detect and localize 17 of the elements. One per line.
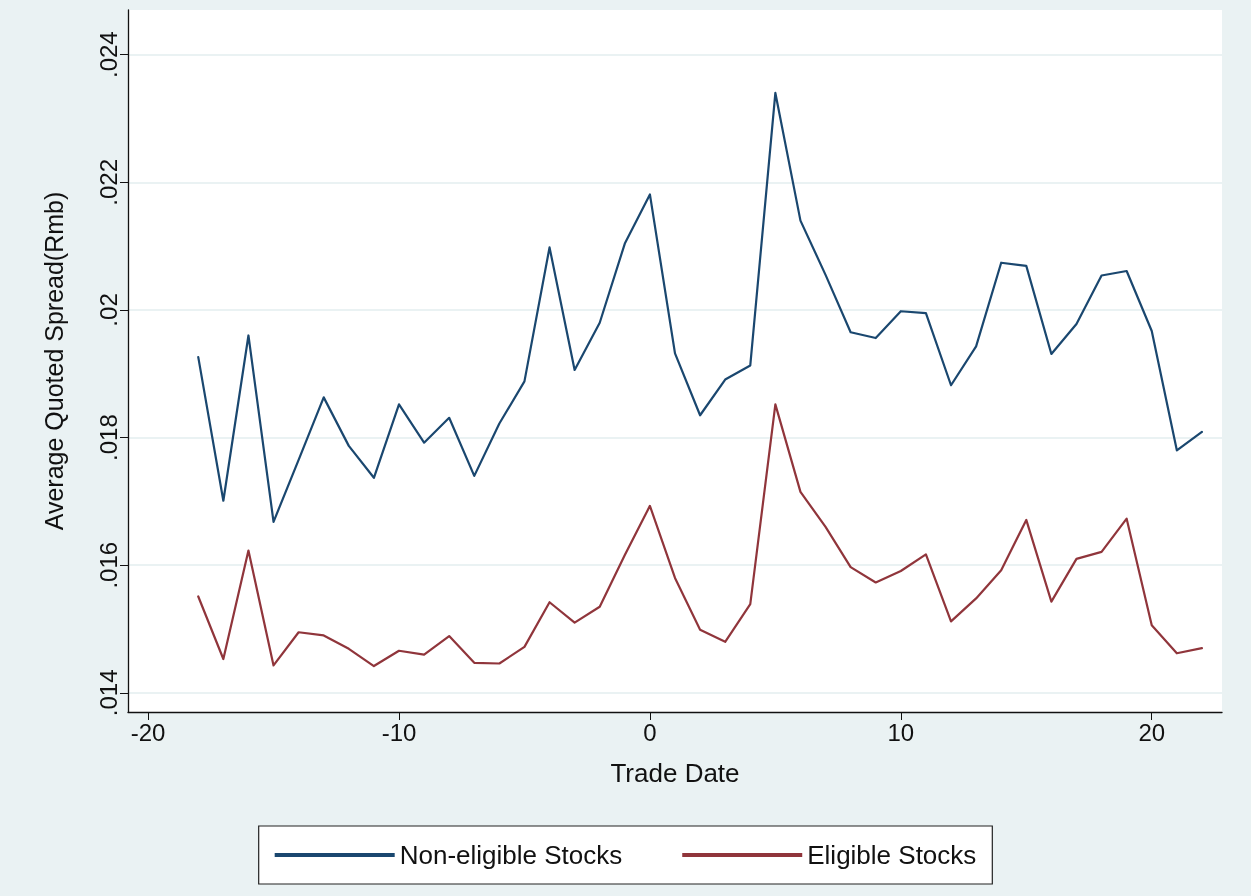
x-tick-label: -10 [381, 718, 417, 746]
x-tick-label: -20 [130, 718, 166, 746]
legend-label: Non-eligible Stocks [399, 840, 623, 870]
x-tick-label: 20 [1138, 718, 1166, 746]
x-tick-label: 10 [887, 718, 915, 746]
x-tick-label: 0 [643, 718, 657, 746]
y-tick-label: .024 [94, 31, 122, 79]
y-tick-label: .014 [94, 669, 122, 717]
legend-label: Eligible Stocks [807, 840, 977, 870]
y-axis-title: Average Quoted Spread(Rmb) [39, 191, 68, 531]
y-tick-label: .02 [94, 293, 122, 327]
line-series [197, 91, 1204, 523]
x-axis-title: Trade Date [610, 758, 740, 788]
line-series [197, 403, 1204, 668]
y-tick-label: .022 [94, 158, 122, 206]
y-tick-label: .016 [94, 541, 122, 589]
y-tick-label: .018 [94, 414, 122, 461]
